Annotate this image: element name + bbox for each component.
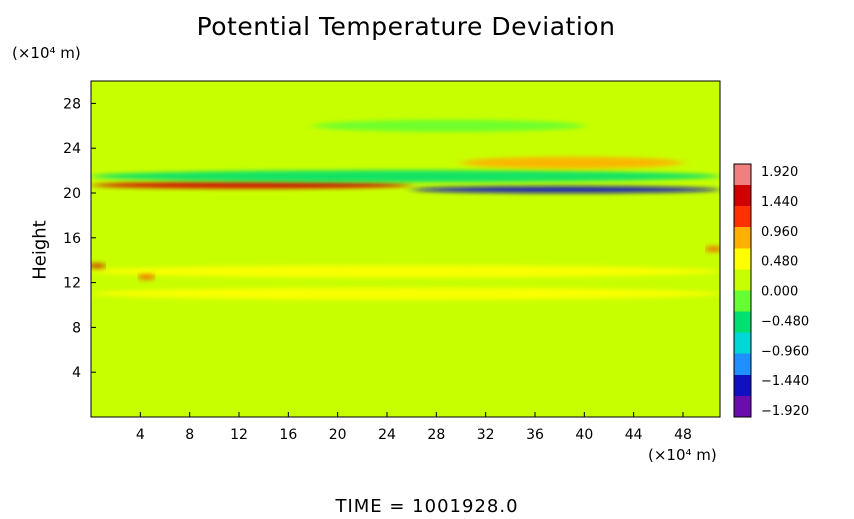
time-readout: TIME = 1001928.0 (335, 496, 519, 517)
x-tick-label: 24 (378, 427, 396, 443)
y-tick-label: 28 (63, 96, 81, 112)
x-tick-label: 12 (230, 427, 248, 443)
x-tick-label: 48 (674, 427, 692, 443)
y-tick-label: 12 (63, 276, 81, 292)
x-unit-label: (×10⁴ m) (648, 446, 717, 464)
y-tick-label: 8 (72, 320, 81, 336)
heatmap-feature (313, 119, 585, 132)
x-tick-label: 20 (329, 427, 347, 443)
colorbar-tick-label: 0.480 (761, 255, 798, 270)
y-tick-label: 16 (63, 231, 81, 247)
plot-frame (90, 80, 721, 418)
heatmap-feature (140, 273, 153, 281)
colorbar (733, 163, 752, 418)
y-tick-label: 24 (63, 141, 81, 157)
y-unit-label: (×10⁴ m) (12, 44, 81, 62)
x-tick-label: 32 (477, 427, 495, 443)
heatmap-feature (707, 245, 720, 253)
x-tick-label: 16 (279, 427, 297, 443)
y-tick-label: 4 (72, 365, 81, 381)
heatmap-feature (91, 170, 720, 183)
heatmap-feature (91, 265, 720, 278)
colorbar-tick-label: −0.480 (761, 314, 809, 329)
plot-background (91, 81, 720, 417)
heatmap-feature (91, 287, 720, 300)
heatmap-feature (411, 186, 720, 194)
colorbar-tick-label: 0.000 (761, 285, 798, 300)
heatmap-feature (91, 181, 412, 189)
chart-title: Potential Temperature Deviation (196, 12, 616, 41)
x-tick-label: 8 (185, 427, 194, 443)
x-tick-label: 40 (575, 427, 593, 443)
colorbar-tick-label: −1.440 (761, 374, 809, 389)
colorbar-tick-label: −1.920 (761, 404, 809, 419)
colorbar-tick-label: 1.440 (761, 195, 798, 210)
colorbar-tick-label: 1.920 (761, 165, 798, 180)
y-tick-label: 20 (63, 186, 81, 202)
heatmap-feature (461, 156, 683, 169)
colorbar-tick-label: −0.960 (761, 344, 809, 359)
heatmap-feature (91, 262, 104, 270)
x-tick-label: 4 (136, 427, 145, 443)
x-tick-label: 28 (427, 427, 445, 443)
x-tick-label: 36 (526, 427, 544, 443)
x-tick-label: 44 (625, 427, 643, 443)
colorbar-tick-label: 0.960 (761, 225, 798, 240)
